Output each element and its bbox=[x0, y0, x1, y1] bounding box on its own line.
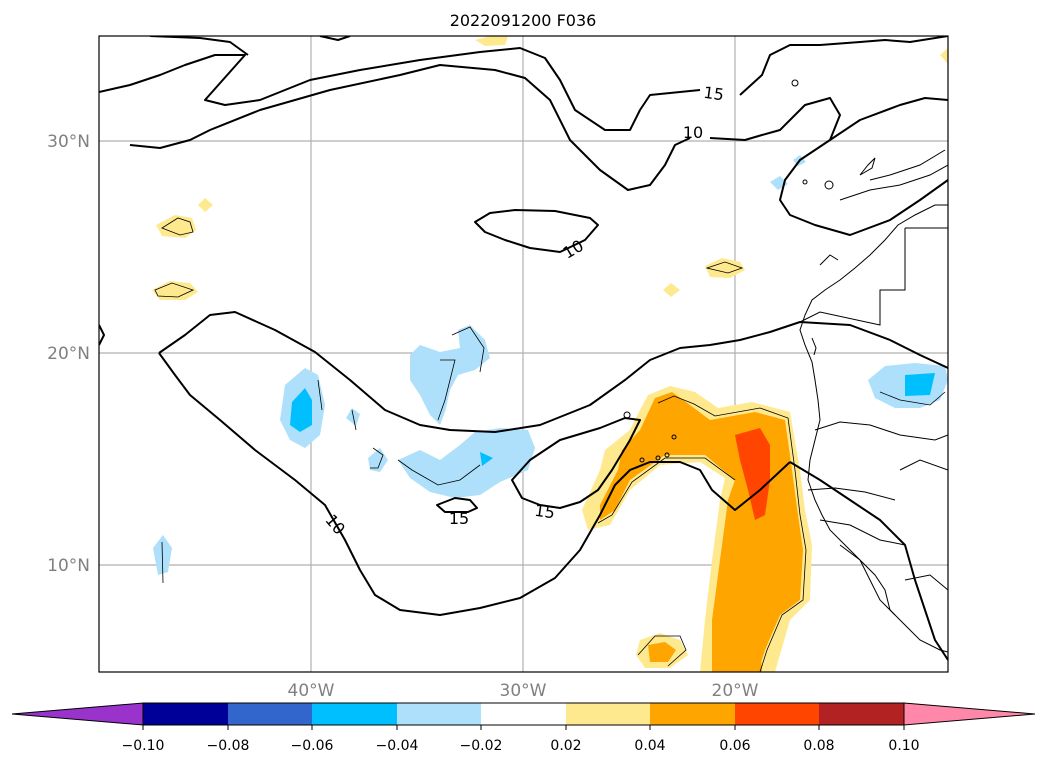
map-frame bbox=[98, 35, 949, 673]
negative-region-2 bbox=[410, 325, 490, 425]
colorbar-segment bbox=[481, 703, 566, 725]
colorbar-segment bbox=[228, 703, 312, 725]
colorbar-tick-label: 0.10 bbox=[888, 738, 919, 754]
colorbar-tick-label: 0.04 bbox=[634, 738, 665, 754]
contour-label: 15 bbox=[702, 83, 725, 105]
negative-region-1-core bbox=[290, 388, 312, 432]
positive-blob-3 bbox=[198, 198, 213, 212]
colorbar-segment bbox=[566, 703, 650, 725]
lat-label-20n: 20°N bbox=[47, 344, 90, 364]
colorbar-segment bbox=[143, 703, 228, 725]
positive-region-red bbox=[735, 428, 770, 520]
contour-label: 10 bbox=[683, 123, 703, 142]
colorbar-extend-low bbox=[11, 702, 144, 726]
positive-blob-south2 bbox=[712, 632, 762, 672]
lat-label-10n: 10°N bbox=[47, 556, 90, 576]
colorbar-segment bbox=[819, 703, 904, 725]
contour-label: 15 bbox=[449, 509, 469, 528]
positive-blob-7 bbox=[940, 48, 948, 64]
colorbar-tick-label: −0.06 bbox=[291, 738, 334, 754]
lat-label-30n: 30°N bbox=[47, 132, 90, 152]
negative-region-3-core bbox=[480, 452, 493, 466]
lon-label-40w: 40°W bbox=[288, 681, 335, 701]
thin-contours bbox=[154, 217, 946, 672]
positive-blob-south-core bbox=[648, 642, 676, 662]
positive-blob-5 bbox=[663, 283, 680, 297]
negative-region-4 bbox=[368, 448, 388, 472]
colorbar-tick-label: −0.02 bbox=[460, 738, 503, 754]
colorbar-tick-label: 0.08 bbox=[803, 738, 834, 754]
colorbar-segment bbox=[397, 703, 481, 725]
colorbar-segment bbox=[312, 703, 397, 725]
coastlines bbox=[623, 79, 948, 653]
colorbar-tick-label: −0.08 bbox=[207, 738, 250, 754]
colorbar-tick-label: −0.04 bbox=[376, 738, 419, 754]
lon-label-30w: 30°W bbox=[500, 681, 547, 701]
colorbar: −0.10 −0.08 −0.06 −0.04 −0.02 0.02 0.04 … bbox=[11, 702, 1036, 754]
plot-title: 2022091200 F036 bbox=[450, 11, 597, 30]
positive-blob-2 bbox=[152, 281, 198, 300]
contour-label: 15 bbox=[533, 501, 556, 523]
colorbar-tick-label: 0.02 bbox=[550, 738, 581, 754]
colorbar-segment bbox=[735, 703, 819, 725]
colorbar-tick-label: −0.10 bbox=[122, 738, 165, 754]
negative-region-7-core bbox=[905, 373, 935, 396]
lon-label-20w: 20°W bbox=[712, 681, 759, 701]
colorbar-extend-high bbox=[903, 702, 1036, 726]
colorbar-outline bbox=[142, 702, 905, 726]
negative-region-3 bbox=[398, 428, 535, 498]
colorbar-segment bbox=[650, 703, 735, 725]
colorbar-tick-label: 0.06 bbox=[719, 738, 750, 754]
colorbar-ticks bbox=[142, 725, 905, 730]
positive-blob-4 bbox=[705, 258, 745, 278]
positive-blob-6 bbox=[475, 36, 508, 46]
